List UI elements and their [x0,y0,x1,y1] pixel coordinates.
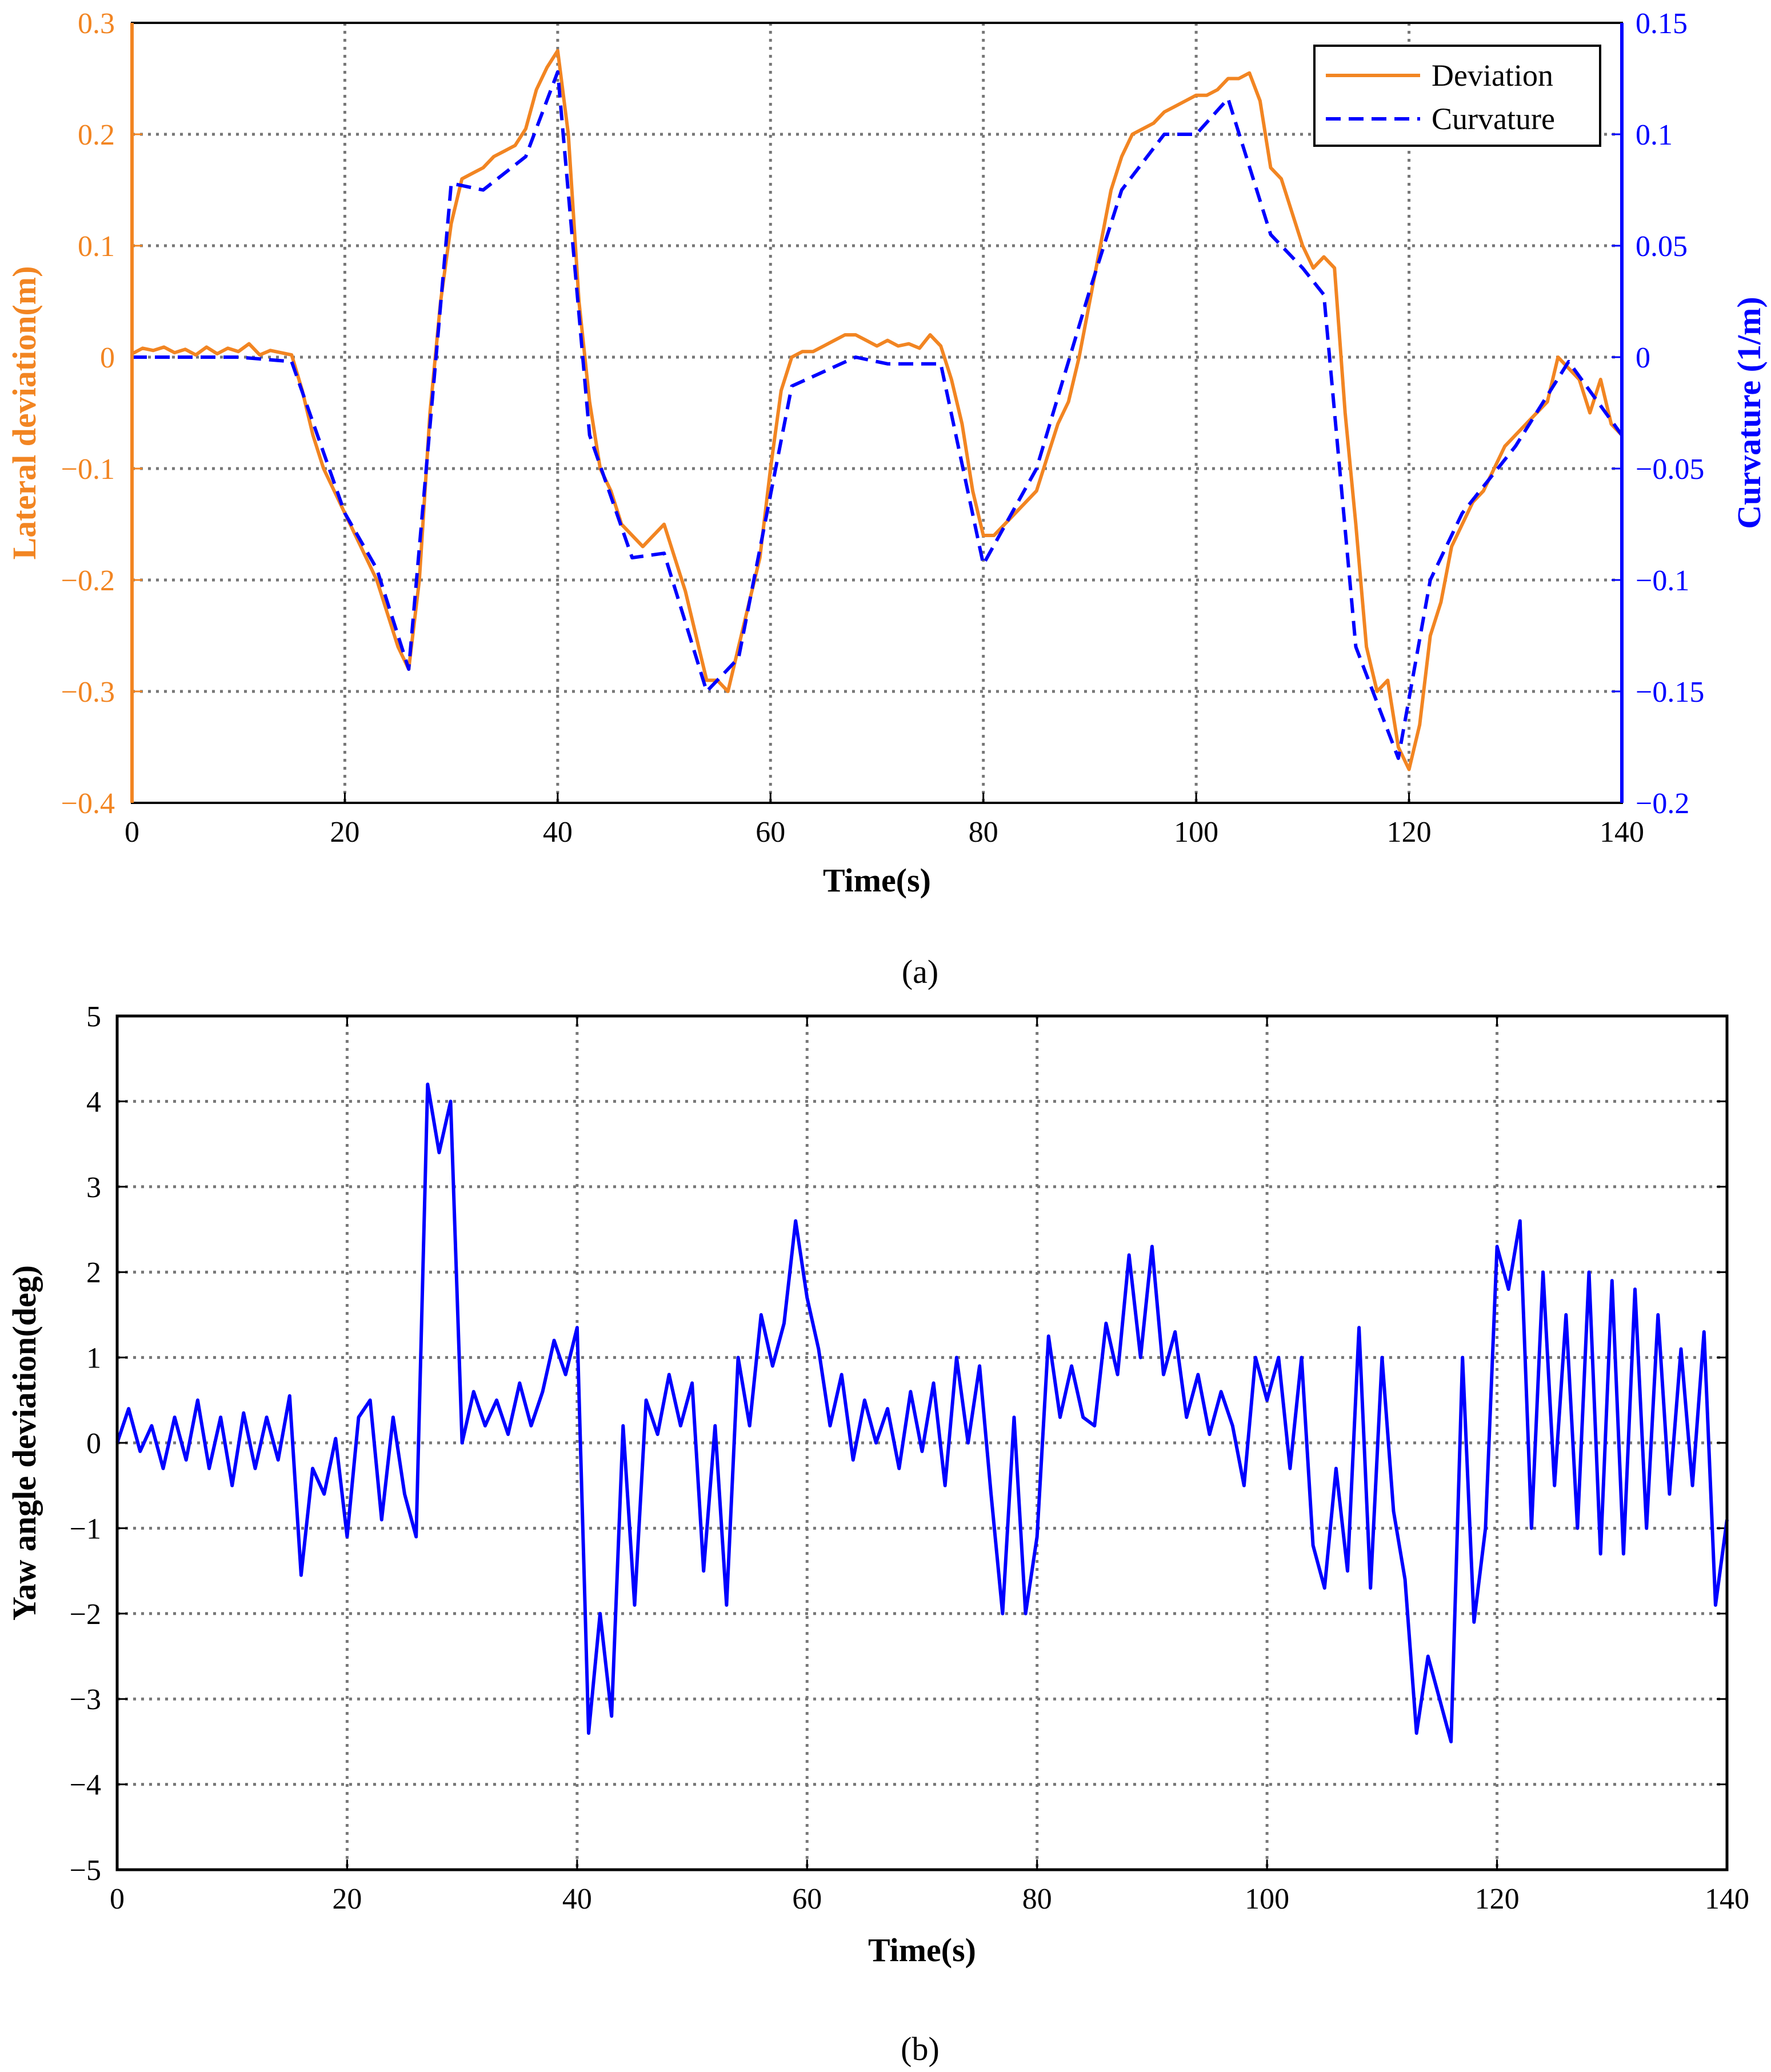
x-tick-label: 20 [332,1883,362,1915]
x-axis-label-a: Time(s) [823,862,931,899]
y-tick-label: −0.1 [61,453,115,486]
series-line-yaw-deviation [115,1082,1729,1743]
legend-label-deviation: Deviation [1432,58,1553,93]
caption-b: (b) [901,2030,940,2067]
y-tick-label: 1 [86,1342,101,1375]
legend: Deviation Curvature [1313,45,1601,147]
y-tick-label: 2 [86,1257,101,1289]
y-tick-label: 0 [86,1427,101,1460]
y-tick-label: −3 [70,1683,101,1716]
y-tick-label: −2 [70,1598,101,1631]
y-axis-right-label-a: Curvature (1/m) [1730,297,1768,529]
y-tick-label: 5 [86,1001,101,1033]
x-tick-label: 0 [125,816,139,849]
x-tick-label: 140 [1600,816,1644,849]
series-a [131,49,1624,771]
y-tick-label: 3 [86,1171,101,1204]
x-tick-label: 40 [543,816,573,849]
y-right-tick-label: 0.05 [1636,230,1688,263]
series-b [115,1082,1729,1743]
x-tick-label: 40 [562,1883,592,1915]
x-tick-label: 140 [1705,1883,1749,1915]
x-tick-label: 100 [1245,1883,1289,1915]
y-tick-label: −0.3 [61,676,115,709]
y-tick-label: 0.3 [78,7,115,40]
legend-label-curvature: Curvature [1432,102,1555,136]
y-tick-label: −5 [70,1854,101,1887]
plot-frame-b [115,1014,1729,1871]
x-tick-label: 0 [110,1883,125,1915]
x-tick-label: 60 [755,816,785,849]
x-tick-label: 80 [1022,1883,1052,1915]
x-tick-label: 120 [1475,1883,1520,1915]
y-right-tick-label: −0.05 [1636,453,1704,486]
y-tick-label: −0.4 [61,787,115,820]
y-right-tick-label: −0.2 [1636,787,1689,820]
chart-b: 0 20 40 60 80 100 120 140 5 4 3 2 1 0 −1 −2 −3 −4 −5 Time(… [6,1001,1749,2067]
ticks-a: 0 20 40 60 80 100 120 140 0.3 0.2 0.1 0 −0.1 −0.2 −0.3… [61,7,1705,849]
y-right-tick-label: 0.1 [1636,119,1673,151]
y-right-tick-label: −0.15 [1636,676,1704,709]
y-right-tick-label: 0.15 [1636,7,1688,40]
grid-b [117,1016,1727,1870]
y-tick-label: −1 [70,1513,101,1545]
y-right-tick-label: 0 [1636,342,1650,374]
x-tick-label: 60 [792,1883,822,1915]
series-line-curvature [132,70,1624,760]
y-axis-label-a: Lateral deviation(m) [6,266,43,560]
x-tick-label: 20 [330,816,359,849]
legend-box [1313,45,1601,147]
y-tick-label: 4 [86,1086,101,1118]
x-tick-label: 100 [1174,816,1218,849]
chart-a: 0 20 40 60 80 100 120 140 0.3 0.2 0.1 0 −0.1 −0.2 −0.3… [6,7,1768,990]
y-tick-label: 0 [100,342,115,374]
y-axis-label-b: Yaw angle deviation(deg) [6,1265,43,1621]
x-tick-label: 80 [969,816,998,849]
y-tick-label: −0.2 [61,565,115,597]
caption-a: (a) [902,953,938,990]
x-tick-label: 120 [1387,816,1432,849]
series-line-deviation [131,49,1624,771]
x-axis-label-b: Time(s) [868,1931,976,1969]
y-tick-label: 0.1 [78,230,115,263]
y-tick-label: 0.2 [78,119,115,151]
y-right-tick-label: −0.1 [1636,565,1689,597]
y-tick-label: −4 [70,1769,101,1802]
